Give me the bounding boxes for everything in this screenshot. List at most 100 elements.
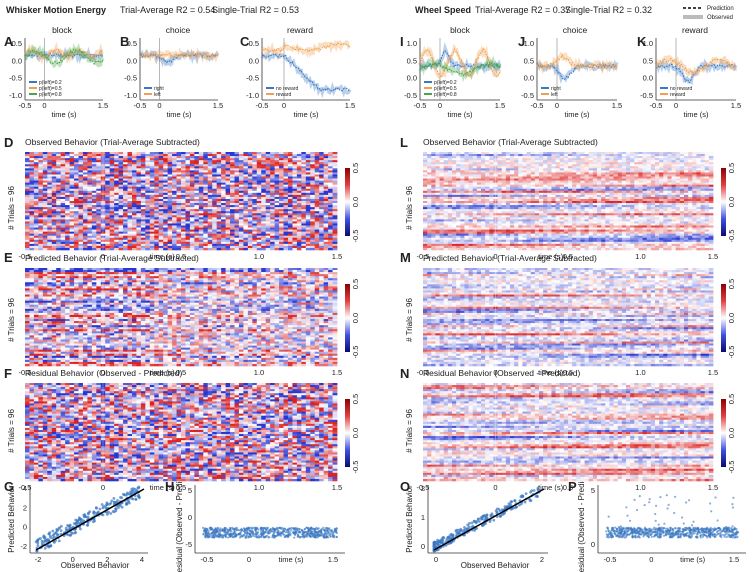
heatmap-cell	[109, 162, 115, 165]
heatmap-cell	[145, 182, 151, 185]
heatmap-cell	[328, 184, 333, 188]
heatmap-cell	[74, 223, 79, 226]
heatmap-cell	[292, 300, 298, 304]
heatmap-cell	[189, 290, 195, 293]
heatmap-cell	[287, 190, 293, 194]
heatmap-cell	[181, 223, 186, 226]
heatmap-cell	[247, 296, 253, 299]
heatmap-cell	[96, 174, 102, 177]
heatmap-cell	[261, 211, 267, 214]
heatmap-cell	[114, 302, 119, 306]
heatmap-cell	[78, 203, 84, 206]
heatmap-cell	[136, 178, 142, 181]
heatmap-cell	[212, 290, 218, 293]
heatmap-cell	[38, 284, 44, 287]
psth-block-right-prediction-2	[419, 60, 501, 77]
heatmap-cell	[314, 237, 320, 241]
heatmap-e	[25, 268, 338, 367]
heatmap-cell	[230, 174, 235, 177]
heatmap-cell	[274, 296, 280, 299]
heatmap-cell	[230, 180, 235, 183]
heatmap-cell	[33, 239, 39, 243]
heatmap-cell	[274, 286, 280, 289]
heatmap-cell	[149, 160, 155, 163]
heatmap-cell	[328, 162, 333, 165]
heatmap-cell	[172, 219, 177, 222]
heatmap-cell	[230, 268, 235, 271]
heatmap-cell	[105, 274, 111, 277]
heatmap-cell	[194, 176, 200, 179]
heatmap-cell	[207, 184, 213, 188]
heatmap-cell	[109, 276, 115, 279]
heatmap-cell	[194, 298, 200, 301]
heatmap-cell	[265, 227, 271, 230]
heatmap-cell	[310, 209, 316, 212]
heatmap-cell	[319, 160, 325, 163]
heatmap-cell	[38, 178, 44, 181]
heatmap-cell	[328, 290, 333, 293]
heatmap-cell	[221, 180, 226, 183]
panel-label-k: K	[637, 34, 647, 49]
heatmap-cell	[283, 184, 289, 188]
heatmap-cell	[51, 156, 57, 159]
heatmap-cell	[109, 168, 115, 171]
heatmap-cell	[279, 235, 284, 239]
heatmap-cell	[221, 247, 226, 251]
psth-reward-right-xtick: -0.5	[650, 101, 663, 110]
heatmap-cell	[261, 268, 267, 271]
heatmap-cell	[149, 166, 155, 169]
heatmap-cell	[65, 188, 70, 192]
heatmap-cell	[149, 178, 155, 181]
heatmap-cell	[203, 239, 209, 243]
heatmap-cell	[292, 286, 298, 289]
heatmap-cell	[203, 215, 209, 218]
heatmap-cell	[163, 176, 169, 179]
heatmap-cell	[25, 276, 30, 279]
heatmap-cell	[234, 168, 240, 171]
heatmap-cell	[305, 247, 311, 251]
heatmap-cell	[305, 237, 311, 241]
heatmap-cell	[252, 247, 258, 251]
heatmap-cell	[114, 294, 119, 297]
heatmap-cell	[163, 213, 169, 216]
heatmap-cell	[87, 215, 93, 218]
heatmap-cell	[212, 235, 218, 239]
heatmap-cell	[301, 168, 307, 171]
heatmap-cell	[261, 154, 267, 157]
heatmap-cell	[221, 237, 226, 241]
heatmap-cell	[38, 227, 44, 230]
heatmap-cell	[310, 223, 316, 226]
heatmap-cell	[96, 270, 102, 273]
heatmap-cell	[176, 288, 182, 291]
heatmap-cell	[261, 201, 267, 204]
heatmap-cell	[145, 164, 151, 167]
heatmap-cell	[167, 158, 173, 161]
heatmap-cell	[319, 304, 325, 308]
heatmap-cell	[216, 180, 222, 183]
heatmap-cell	[225, 302, 231, 306]
heatmap-cell	[123, 186, 128, 190]
heatmap-cell	[323, 166, 329, 169]
heatmap-cell	[185, 304, 191, 308]
heatmap-cell	[172, 154, 177, 157]
heatmap-cell	[127, 282, 133, 285]
heatmap-cell	[42, 300, 48, 304]
heatmap-cell	[221, 219, 226, 222]
heatmap-cell	[82, 235, 88, 239]
heatmap-cell	[91, 298, 97, 301]
heatmap-cell	[172, 296, 177, 299]
heatmap-cell	[185, 241, 191, 245]
heatmap-cell	[310, 188, 316, 192]
heatmap-cell	[163, 221, 169, 224]
heatmap-cell	[261, 278, 267, 281]
heatmap-cell	[91, 239, 97, 243]
heatmap-cell	[123, 225, 128, 228]
heatmap-cell	[212, 241, 218, 245]
heatmap-cell	[207, 243, 213, 247]
heatmap-cell	[60, 272, 66, 275]
heatmap-cell	[47, 270, 53, 273]
heatmap-cell	[274, 170, 280, 173]
heatmap-cell	[172, 194, 177, 198]
heatmap-cell	[279, 217, 284, 220]
heatmap-cell	[221, 286, 226, 289]
